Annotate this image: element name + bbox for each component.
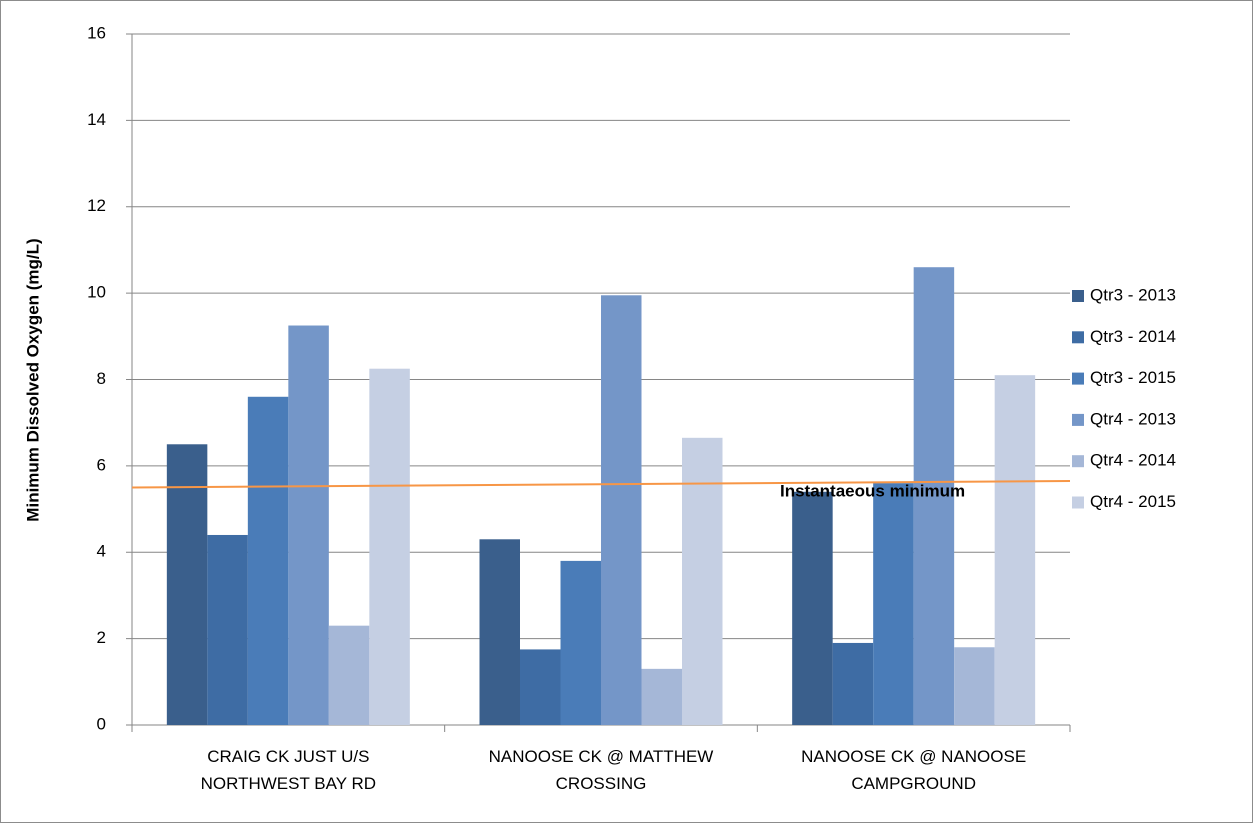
bar	[328, 625, 370, 725]
bar	[560, 560, 601, 725]
legend-swatch	[1072, 413, 1084, 426]
legend-swatch	[1072, 496, 1084, 509]
bar	[479, 539, 520, 725]
y-tick-label: 12	[87, 196, 106, 215]
x-tick-label: CRAIG CK JUST U/S NORTHWEST BAY RD	[200, 747, 377, 793]
bar	[520, 649, 561, 725]
bar	[954, 647, 995, 725]
legend-label: Qtr3 - 2015	[1090, 368, 1176, 387]
legend-swatch	[1072, 331, 1084, 344]
legend-swatch	[1072, 455, 1084, 468]
bar	[601, 295, 642, 725]
legend-label: Qtr3 - 2013	[1090, 285, 1176, 304]
bar	[832, 642, 874, 725]
bar	[288, 325, 329, 725]
y-tick-label: 16	[87, 23, 106, 42]
y-tick-label: 8	[97, 369, 106, 388]
y-axis-title: Minimum Dissolved Oxygen (mg/L)	[23, 238, 42, 521]
bar	[913, 267, 955, 725]
legend-swatch	[1072, 372, 1084, 385]
legend-label: Qtr4 - 2015	[1090, 492, 1176, 511]
bar	[247, 396, 289, 725]
legend-label: Qtr4 - 2014	[1090, 451, 1176, 470]
threshold-label: Instantaeous minimum	[780, 481, 965, 500]
legend-label: Qtr3 - 2014	[1090, 327, 1176, 346]
bar	[166, 444, 208, 725]
bar	[369, 368, 410, 725]
legend-swatch	[1072, 290, 1084, 302]
y-tick-label: 14	[87, 110, 106, 129]
legend-label: Qtr4 - 2013	[1090, 409, 1176, 428]
bar	[682, 437, 723, 725]
bar	[994, 375, 1036, 725]
y-tick-label: 4	[97, 542, 106, 561]
x-tick-label: NANOOSE CK @ MATTHEW CROSSING	[488, 747, 714, 793]
y-tick-label: 0	[97, 714, 106, 733]
y-tick-label: 10	[87, 283, 106, 302]
bar	[207, 534, 248, 725]
bar	[873, 483, 914, 725]
bar	[641, 668, 682, 725]
y-tick-label: 2	[97, 628, 106, 647]
threshold-line	[131, 479, 1071, 489]
bar	[792, 491, 833, 725]
x-tick-label: NANOOSE CK @ NANOOSE CAMPGROUND	[801, 747, 1027, 793]
y-tick-label: 6	[97, 455, 106, 474]
